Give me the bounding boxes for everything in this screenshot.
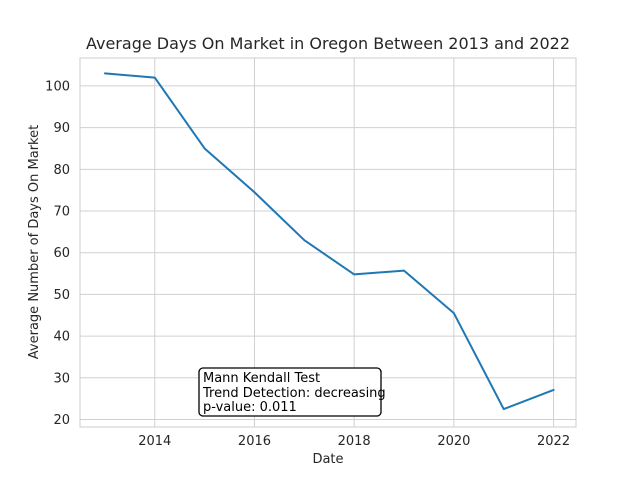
data-point-2016 [253,191,255,193]
mann-kendall-annotation: Mann Kendall Test Trend Detection: decre… [198,367,386,417]
x-tick-label-2020: 2020 [437,434,470,449]
x-tick-label-2016: 2016 [238,434,271,449]
y-tick-label-30: 30 [53,371,70,386]
x-tick-label-2022: 2022 [537,434,570,449]
annotation-box-frame [198,367,382,417]
y-tick-label-60: 60 [53,246,70,261]
plot-area-frame [79,57,577,428]
annotation-line-trend: Trend Detection: decreasing [202,386,386,401]
y-tick-label-70: 70 [53,205,70,220]
annotation-line-p-value: p-value: 0.011 [203,400,297,415]
grid [80,58,576,427]
y-tick-label-50: 50 [53,288,70,303]
x-axis-label: Date [312,452,343,467]
data-point-2014 [154,77,156,79]
data-point-2018 [353,273,355,275]
x-tick-label-2018: 2018 [338,434,371,449]
y-tick-label-80: 80 [53,163,70,178]
chart-title: Average Days On Market in Oregon Between… [86,34,570,53]
y-tick-label-20: 20 [53,413,70,428]
y-tick-label-40: 40 [53,330,70,345]
y-tick-label-90: 90 [53,121,70,136]
tick-labels: 2014 2016 2018 2020 2022 20 30 40 50 60 70 80 90 100 [45,79,570,449]
y-tick-label-100: 100 [45,79,70,94]
series-layer [103,72,555,411]
data-point-2017 [303,239,305,241]
series-line-0 [103,72,555,411]
data-point-2013 [104,72,106,74]
data-point-2015 [204,147,206,149]
data-point-2022 [553,389,555,391]
x-tick-label-2014: 2014 [138,434,171,449]
y-axis-label: Average Number of Days On Market [27,125,42,359]
data-point-2019 [403,270,405,272]
annotation-line-test-name: Mann Kendall Test [203,371,320,386]
data-point-2021 [503,408,505,410]
data-point-2020 [453,312,455,314]
